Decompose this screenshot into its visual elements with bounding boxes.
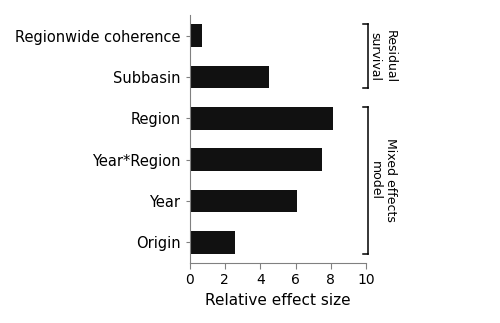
Bar [190, 66, 269, 89]
X-axis label: Relative effect size: Relative effect size [205, 293, 350, 308]
Text: Mixed effects
model: Mixed effects model [368, 139, 396, 222]
Bar [190, 190, 298, 213]
Bar [190, 24, 202, 47]
Text: Residual
survival: Residual survival [368, 30, 396, 83]
Bar [190, 107, 332, 130]
Bar [190, 231, 236, 254]
Bar [190, 148, 322, 171]
